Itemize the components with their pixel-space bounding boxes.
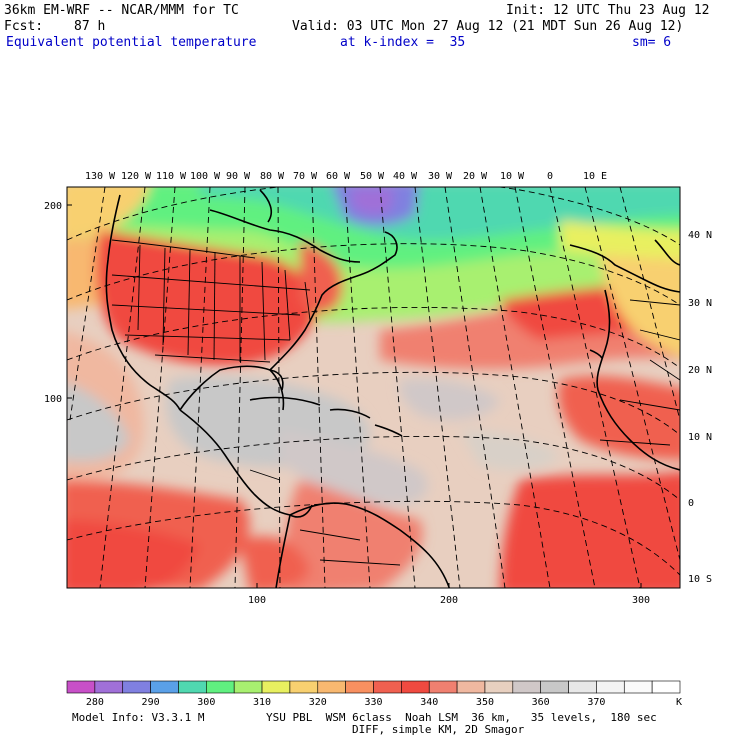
lon-label: 70 W xyxy=(293,171,318,182)
lon-label: 120 W xyxy=(121,171,152,182)
lat-label: 20 N xyxy=(688,365,712,376)
colorbar-swatch xyxy=(512,680,541,694)
colorbar-swatch xyxy=(345,680,374,694)
map-frame xyxy=(66,186,681,589)
longitude-labels: 130 W 120 W 110 W 100 W 90 W 80 W 70 W 6… xyxy=(85,171,607,182)
colorbar-swatch xyxy=(401,680,430,694)
colorbar-swatch xyxy=(568,680,597,694)
colorbar-unit: K xyxy=(676,697,682,708)
lon-label: 60 W xyxy=(326,171,351,182)
colorbar-label: 290 xyxy=(142,697,160,708)
colorbar-labels: 280 290 300 310 320 330 340 350 360 370 xyxy=(86,697,606,708)
forecast-label: Fcst: xyxy=(4,19,44,34)
colorbar-swatch xyxy=(484,680,514,694)
colorbar-swatch xyxy=(66,680,96,694)
lon-label: 110 W xyxy=(156,171,187,182)
grid-index-axes: 200 100 100 200 300 xyxy=(44,201,650,606)
colorbar-label: 340 xyxy=(420,697,438,708)
colorbar-label: 350 xyxy=(476,697,494,708)
lon-label: 50 W xyxy=(360,171,385,182)
colorbar-label: 370 xyxy=(587,697,605,708)
colorbar-label: 280 xyxy=(86,697,104,708)
level-label: at k-index = 35 xyxy=(340,35,466,50)
lon-label: 10 E xyxy=(583,171,607,182)
colorbar-swatch xyxy=(623,680,653,694)
colorbar-swatch xyxy=(178,680,207,694)
lat-label: 40 N xyxy=(688,230,712,241)
forecast-value: 87 h xyxy=(74,19,106,34)
lon-label: 90 W xyxy=(226,171,251,182)
lat-label: 10 S xyxy=(688,574,712,585)
lat-label: 10 N xyxy=(688,432,712,443)
x-tick: 300 xyxy=(632,595,650,606)
diffusion-info: DIFF, simple KM, 2D Smagor xyxy=(352,723,525,736)
colorbar-swatch xyxy=(651,680,681,694)
init-time: Init: 12 UTC Thu 23 Aug 12 xyxy=(506,3,710,18)
x-tick: 200 xyxy=(440,595,458,606)
colorbar-swatch xyxy=(150,680,179,694)
colorbar-label: 320 xyxy=(309,697,327,708)
colorbar-swatch xyxy=(456,680,486,694)
physics-info: YSU PBL WSM 6class Noah LSM 36 km, 35 le… xyxy=(266,711,657,724)
colorbar-swatch xyxy=(540,680,569,694)
model-title: 36km EM-WRF -- NCAR/MMM for TC xyxy=(4,3,239,18)
lon-label: 80 W xyxy=(260,171,285,182)
colorbar-swatch xyxy=(206,680,235,694)
colorbar-swatch xyxy=(261,680,291,694)
colorbar-swatch xyxy=(122,680,151,694)
y-tick: 100 xyxy=(44,394,62,405)
colorbar-swatch xyxy=(94,680,124,694)
lat-label: 0 xyxy=(688,498,694,509)
lon-label: 10 W xyxy=(500,171,525,182)
lon-label: 20 W xyxy=(463,171,488,182)
theta-e-field xyxy=(67,187,680,588)
colorbar-swatch xyxy=(596,680,625,694)
x-tick: 100 xyxy=(248,595,266,606)
lon-label: 30 W xyxy=(428,171,453,182)
lat-label: 30 N xyxy=(688,298,712,309)
model-info: Model Info: V3.3.1 M xyxy=(72,711,205,724)
colorbar-swatch xyxy=(317,680,346,694)
colorbar-label: 300 xyxy=(197,697,215,708)
colorbar-label: 330 xyxy=(364,697,382,708)
colorbar-label: 360 xyxy=(532,697,550,708)
y-tick: 200 xyxy=(44,201,62,212)
colorbar-label: 310 xyxy=(253,697,271,708)
lon-label: 0 xyxy=(547,171,553,182)
field-name: Equivalent potential temperature xyxy=(6,35,257,50)
colorbar-swatch xyxy=(373,680,402,694)
political-borders xyxy=(111,239,680,566)
graticule xyxy=(67,187,680,588)
lon-label: 100 W xyxy=(190,171,221,182)
valid-time: Valid: 03 UTC Mon 27 Aug 12 (21 MDT Sun … xyxy=(292,19,684,34)
colorbar-swatch xyxy=(428,680,458,694)
colorbar-swatch xyxy=(289,680,319,694)
lon-label: 130 W xyxy=(85,171,116,182)
colorbar-swatch xyxy=(233,680,263,694)
colorbar xyxy=(66,680,681,694)
latitude-labels: 40 N 30 N 20 N 10 N 0 10 S xyxy=(688,230,712,585)
coastlines xyxy=(105,189,680,588)
smoothing-label: sm= 6 xyxy=(632,35,672,50)
lon-label: 40 W xyxy=(393,171,418,182)
